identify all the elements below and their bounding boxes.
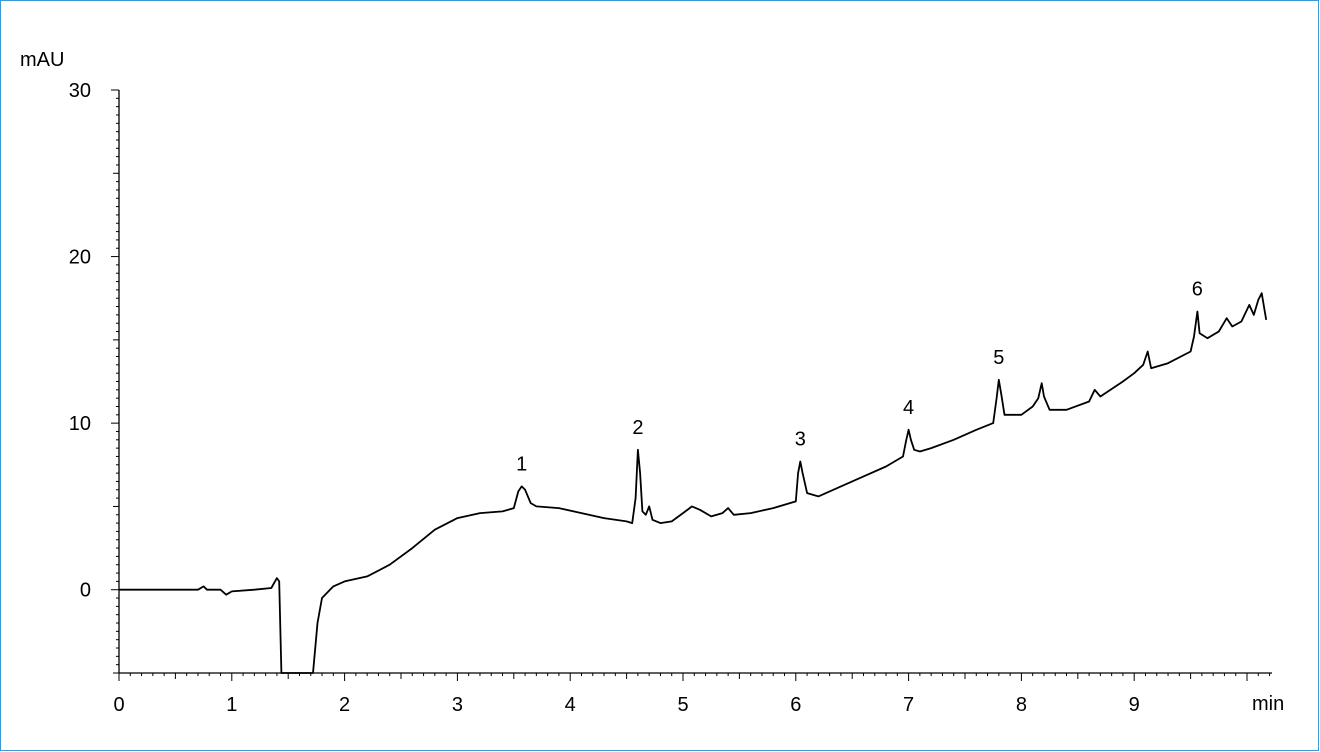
x-tick-label: 2 [339,694,350,716]
peak-label: 4 [903,397,914,419]
peak-label: 1 [516,453,527,475]
peak-label: 2 [632,417,643,439]
x-tick-label: 1 [226,694,237,716]
x-tick-label: 3 [452,694,463,716]
peak-label: 5 [993,347,1004,369]
x-tick-label: 5 [677,694,688,716]
x-tick-label: 4 [565,694,576,716]
y-tick-label: 10 [69,413,91,435]
x-tick-label: 7 [903,694,914,716]
y-tick-label: 0 [80,580,91,602]
y-tick-label: 30 [69,80,91,102]
y-tick-label: 20 [69,247,91,269]
x-tick-label: 0 [113,694,124,716]
x-tick-label: 8 [1016,694,1027,716]
y-axis-label: mAU [20,49,64,71]
peak-label: 3 [795,428,806,450]
x-tick-label: 9 [1129,694,1140,716]
ticks: 0 10 20 30 0 1 2 3 4 5 6 7 8 9 [69,80,1271,716]
peak-label: 6 [1192,279,1203,301]
trace [119,292,1268,674]
x-tick-label: 6 [790,694,801,716]
trace-line [119,292,1268,674]
axes [118,90,1272,674]
x-axis-label: min [1252,693,1284,715]
annotations: 1 2 3 4 5 6 [516,279,1203,476]
